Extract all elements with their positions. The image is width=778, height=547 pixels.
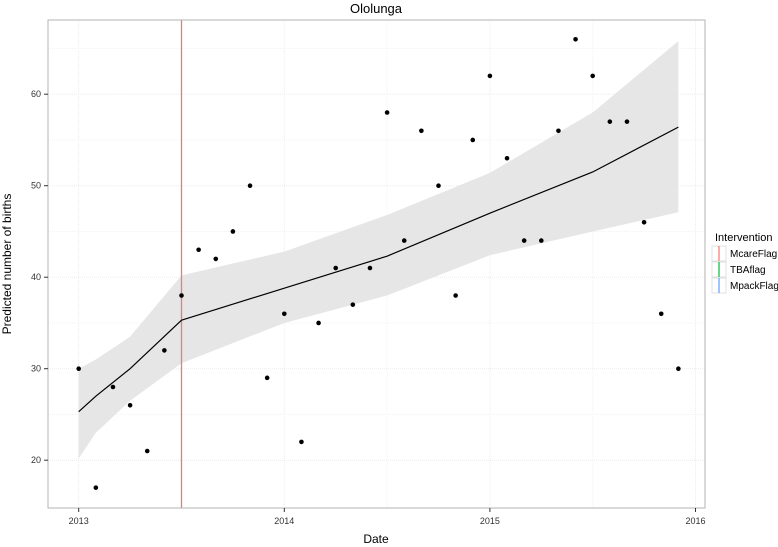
- chart-title: Ololunga: [350, 1, 403, 16]
- data-point: [76, 366, 81, 372]
- legend: Intervention McareFlag TBAflag MpackFlag: [711, 232, 778, 294]
- y-axis: 20 30 40 50 60: [31, 89, 48, 465]
- data-point: [282, 311, 287, 317]
- data-point: [676, 366, 681, 372]
- y-tick-label: 30: [31, 364, 41, 374]
- data-point: [247, 183, 253, 188]
- x-tick-label: 2016: [685, 516, 705, 526]
- legend-title: Intervention: [715, 232, 772, 244]
- plot-panel-border: [47, 19, 706, 509]
- data-point: [607, 119, 613, 124]
- data-point: [419, 128, 424, 134]
- legend-label: TBAflag: [730, 265, 766, 276]
- data-point: [573, 37, 578, 42]
- confidence-band-segment: [181, 41, 679, 364]
- data-point: [658, 311, 664, 317]
- x-axis-label: Date: [363, 532, 389, 546]
- fit-line: [181, 126, 679, 321]
- data-point: [556, 128, 561, 134]
- fit-lines: [78, 126, 679, 413]
- x-axis: 2013 2014 2015 2016: [69, 508, 706, 526]
- data-point: [264, 375, 270, 381]
- data-point: [299, 439, 304, 445]
- data-points: [76, 37, 681, 490]
- data-point: [470, 137, 476, 143]
- data-point: [179, 293, 184, 298]
- data-point: [93, 485, 99, 490]
- data-point: [624, 119, 630, 124]
- x-tick-label: 2015: [480, 516, 500, 526]
- y-tick-label: 20: [31, 455, 41, 465]
- y-tick-label: 40: [31, 272, 41, 282]
- data-point: [316, 320, 321, 326]
- data-point: [367, 265, 373, 271]
- data-point: [196, 247, 201, 253]
- x-tick-label: 2014: [274, 516, 294, 526]
- legend-label: MpackFlag: [730, 281, 778, 292]
- y-tick-label: 60: [31, 89, 41, 99]
- data-point: [144, 448, 150, 454]
- data-point: [539, 238, 544, 243]
- confidence-band: [78, 41, 679, 459]
- legend-item: McareFlag: [711, 245, 777, 262]
- data-point: [213, 256, 219, 262]
- data-point: [436, 183, 441, 188]
- legend-item: TBAflag: [711, 261, 766, 278]
- data-point: [110, 384, 116, 390]
- data-point: [487, 73, 493, 79]
- data-point: [127, 403, 133, 408]
- data-point: [401, 238, 407, 243]
- data-point: [162, 348, 167, 353]
- data-point: [384, 110, 390, 115]
- y-tick-label: 50: [31, 181, 41, 191]
- legend-item: MpackFlag: [711, 277, 778, 294]
- data-point: [521, 238, 527, 243]
- confidence-band-segment: [78, 275, 182, 459]
- data-point: [350, 302, 356, 307]
- data-point: [333, 265, 339, 271]
- data-point: [590, 73, 595, 79]
- fit-line: [78, 319, 182, 413]
- data-point: [230, 229, 236, 234]
- data-point: [504, 155, 510, 161]
- legend-label: McareFlag: [730, 249, 777, 260]
- y-axis-label: Predicted number of births: [0, 194, 14, 335]
- x-tick-label: 2013: [69, 516, 89, 526]
- data-point: [453, 293, 458, 298]
- data-point: [641, 220, 647, 225]
